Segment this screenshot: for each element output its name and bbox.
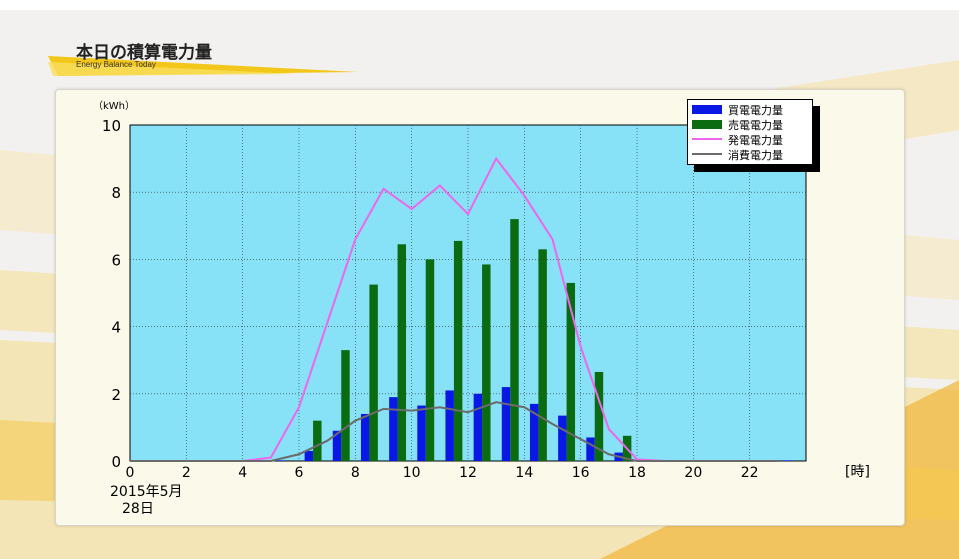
- x-tick-label: 0: [126, 465, 135, 481]
- bar-sell: [566, 282, 576, 461]
- bar-sell: [369, 284, 378, 461]
- y-tick-label: 8: [111, 184, 121, 202]
- x-tick-label: 6: [295, 465, 304, 481]
- bar-buy: [389, 397, 398, 461]
- bar-sell: [453, 240, 463, 461]
- bar-sell: [341, 350, 350, 461]
- bar-buy: [445, 390, 454, 461]
- line-consumption: [130, 401, 778, 462]
- legend-line-cons: [692, 153, 722, 155]
- x-tick-label: 14: [515, 465, 533, 481]
- bar-sell: [510, 219, 519, 461]
- bar-buy: [473, 393, 483, 461]
- legend-label-cons: 消費電力量: [728, 149, 783, 162]
- bar-sell: [538, 249, 547, 461]
- bar-buy: [332, 430, 342, 461]
- title-banner-stripe: [48, 56, 358, 76]
- x-axis-unit: [時]: [845, 464, 870, 480]
- date-day: 28日: [122, 501, 154, 517]
- legend-item-gen: 発電電力量: [688, 132, 812, 147]
- bar-sell: [482, 264, 491, 461]
- y-tick-label: 6: [111, 251, 121, 269]
- legend-item-sell: 売電電力量: [688, 117, 812, 132]
- bar-buy: [586, 437, 595, 461]
- legend-line-gen: [692, 138, 722, 140]
- x-tick-label: 18: [628, 465, 646, 481]
- x-tick-label: 20: [684, 465, 702, 481]
- x-tick-label: 4: [238, 465, 247, 481]
- bar-buy: [304, 450, 314, 461]
- bar-buy: [529, 403, 539, 461]
- bar-buy: [417, 405, 426, 461]
- y-tick-label: 2: [111, 386, 121, 404]
- legend-item-buy: 買電電力量: [688, 102, 812, 117]
- x-tick-label: 16: [572, 465, 590, 481]
- legend-label-sell: 売電電力量: [728, 119, 783, 132]
- bar-buy: [276, 460, 285, 461]
- bar-buy: [558, 415, 567, 461]
- x-tick-label: 2: [182, 465, 191, 481]
- y-tick-label: 10: [102, 117, 121, 135]
- page-title: 本日の積算電力量: [76, 43, 212, 63]
- y-tick-label: 4: [111, 319, 121, 337]
- bar-sell: [313, 420, 322, 461]
- legend-item-cons: 消費電力量: [688, 147, 812, 162]
- date-year-month: 2015年5月: [110, 484, 183, 500]
- bar-sell: [425, 259, 435, 461]
- bar-sell: [594, 371, 604, 461]
- title-banner: 本日の積算電力量 Energy Balance Today: [48, 38, 368, 78]
- bar-buy: [783, 460, 792, 461]
- bar-buy: [501, 387, 511, 461]
- legend-label-buy: 買電電力量: [728, 104, 783, 117]
- legend-swatch-sell: [692, 120, 722, 129]
- page-subtitle: Energy Balance Today: [76, 60, 156, 69]
- y-axis-unit: （kWh）: [93, 101, 136, 112]
- bar-buy: [360, 413, 370, 461]
- bar-sell: [397, 244, 407, 461]
- x-tick-label: 8: [351, 465, 360, 481]
- chart-legend: 買電電力量 売電電力量 発電電力量 消費電力量: [687, 99, 813, 165]
- x-tick-label: 10: [403, 465, 421, 481]
- x-tick-label: 12: [459, 465, 477, 481]
- legend-swatch-buy: [692, 105, 722, 114]
- legend-label-gen: 発電電力量: [728, 134, 783, 147]
- x-tick-label: 22: [741, 465, 759, 481]
- y-tick-label: 0: [111, 453, 121, 471]
